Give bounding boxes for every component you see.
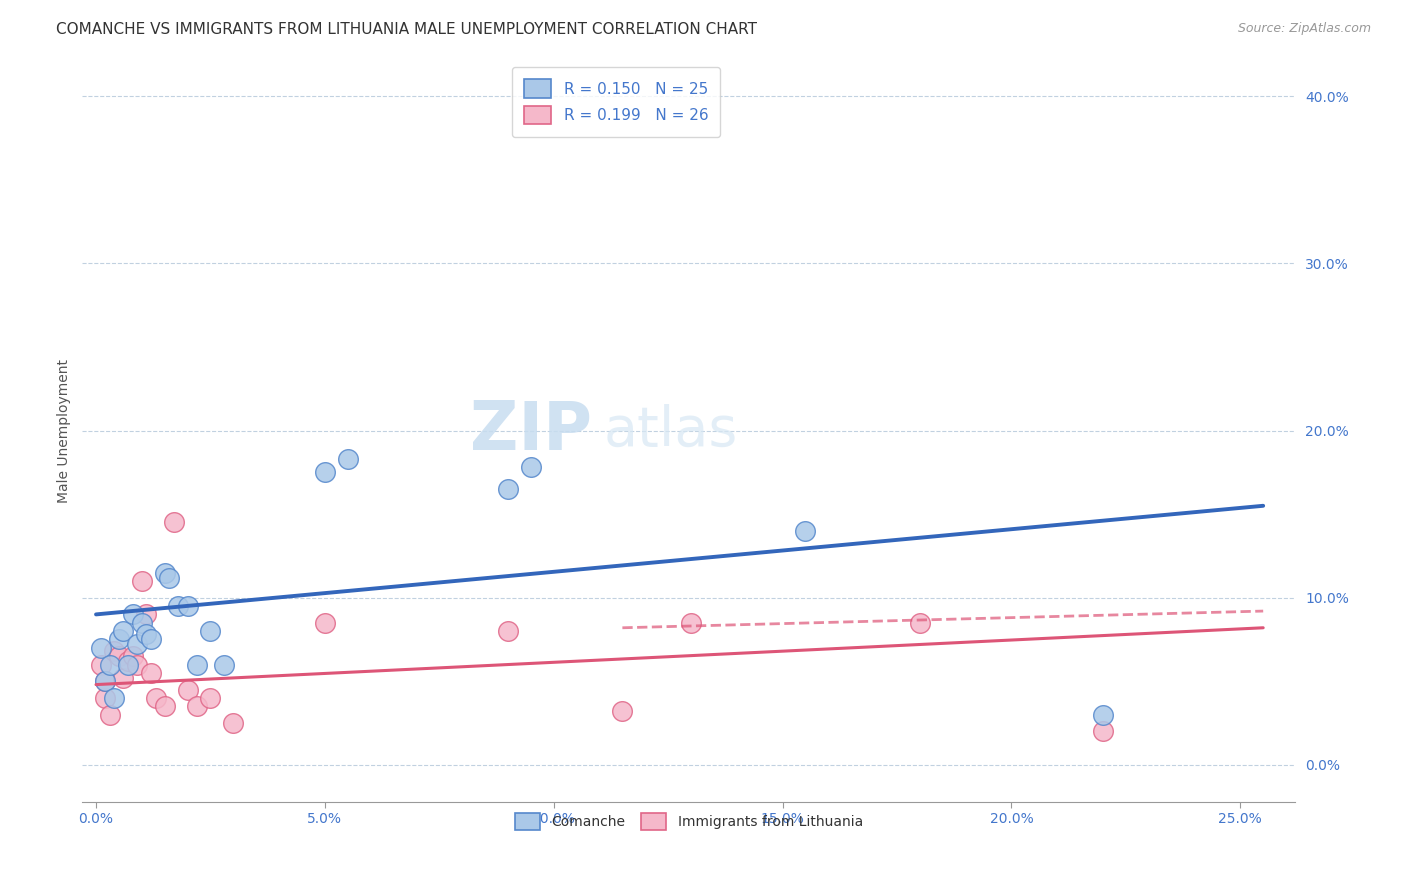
Point: [145, 690, 167, 705]
Point: [112, 624, 135, 639]
Point: [163, 516, 186, 530]
Point: [1091, 707, 1114, 722]
Point: [103, 644, 125, 658]
Point: [200, 690, 222, 705]
Text: COMANCHE VS IMMIGRANTS FROM LITHUANIA MALE UNEMPLOYMENT CORRELATION CHART: COMANCHE VS IMMIGRANTS FROM LITHUANIA MA…: [56, 22, 758, 37]
Point: [139, 632, 162, 647]
Point: [222, 716, 245, 731]
Point: [186, 699, 208, 714]
Point: [121, 607, 143, 622]
Point: [139, 665, 162, 680]
Point: [117, 654, 139, 668]
Point: [794, 524, 817, 538]
Point: [112, 671, 135, 685]
Point: [121, 649, 143, 664]
Legend: Comanche, Immigrants from Lithuania: Comanche, Immigrants from Lithuania: [509, 807, 869, 836]
Point: [153, 566, 176, 580]
Point: [127, 638, 149, 652]
Y-axis label: Male Unemployment: Male Unemployment: [58, 359, 72, 502]
Point: [314, 615, 336, 630]
Point: [314, 466, 336, 480]
Point: [176, 599, 198, 613]
Point: [94, 674, 117, 689]
Text: Source: ZipAtlas.com: Source: ZipAtlas.com: [1237, 22, 1371, 36]
Point: [679, 615, 702, 630]
Point: [98, 657, 121, 672]
Text: ZIP: ZIP: [470, 398, 592, 464]
Point: [94, 690, 117, 705]
Point: [908, 615, 931, 630]
Point: [186, 657, 208, 672]
Point: [108, 632, 131, 647]
Point: [117, 657, 139, 672]
Point: [94, 674, 117, 689]
Point: [496, 624, 519, 639]
Point: [176, 682, 198, 697]
Point: [131, 574, 153, 588]
Point: [167, 599, 190, 613]
Point: [90, 657, 112, 672]
Point: [1091, 724, 1114, 739]
Point: [127, 657, 149, 672]
Point: [157, 571, 180, 585]
Point: [612, 704, 634, 718]
Point: [153, 699, 176, 714]
Point: [90, 640, 112, 655]
Point: [496, 482, 519, 496]
Text: atlas: atlas: [603, 403, 738, 458]
Point: [212, 657, 235, 672]
Point: [131, 615, 153, 630]
Point: [108, 649, 131, 664]
Point: [98, 707, 121, 722]
Point: [135, 627, 157, 641]
Point: [520, 460, 543, 475]
Point: [135, 607, 157, 622]
Point: [336, 452, 359, 467]
Point: [103, 690, 125, 705]
Point: [200, 624, 222, 639]
